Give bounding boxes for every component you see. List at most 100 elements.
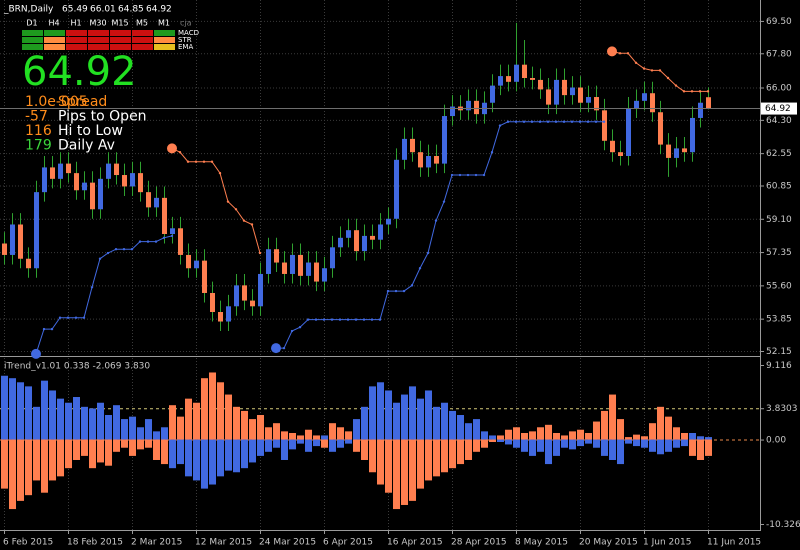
candle-body: [202, 260, 207, 293]
histogram-bar: [337, 427, 344, 440]
stat-value: -57: [25, 109, 48, 125]
histogram-bar: [569, 439, 576, 450]
histogram-bar: [593, 421, 600, 440]
histogram-bar: [561, 435, 568, 440]
histogram-bar: [313, 435, 320, 440]
histogram-bar: [49, 439, 56, 481]
candle-body: [98, 178, 103, 210]
histogram-bar: [473, 439, 480, 452]
x-tick-label: 24 Mar 2015: [259, 538, 316, 548]
candle-body: [26, 258, 31, 269]
histogram-bar: [441, 402, 448, 440]
histogram-bar: [217, 382, 224, 440]
histogram-bar: [249, 439, 256, 463]
timeframe-label: D1: [26, 19, 37, 28]
histogram-bar: [489, 435, 496, 440]
candle-body: [34, 192, 39, 269]
y-tick-label: 3.8303: [766, 404, 798, 414]
candle-body: [282, 262, 287, 274]
histogram-bar: [105, 415, 112, 440]
y-tick-label: 52.15: [766, 347, 792, 357]
histogram-bar: [153, 431, 160, 440]
histogram-bar: [609, 439, 616, 460]
histogram-bar: [625, 439, 632, 444]
histogram-bar: [289, 432, 296, 440]
candle-body: [338, 237, 343, 248]
histogram-bar: [521, 439, 528, 452]
histogram-bar: [689, 432, 696, 440]
histogram-bar: [577, 439, 584, 447]
histogram-bar: [233, 406, 240, 440]
y-tick-label: 69.50: [766, 17, 792, 27]
trend-line: [35, 121, 604, 355]
trend-line: [171, 50, 708, 254]
histogram-bar: [449, 410, 456, 440]
candle-body: [274, 249, 279, 263]
stat-label: Pips to Open: [58, 109, 147, 125]
candle-body: [114, 163, 119, 176]
histogram-bar: [65, 439, 72, 469]
ohlc-high: 66.01: [90, 5, 116, 15]
histogram-bar: [409, 386, 416, 440]
histogram-bar: [377, 439, 384, 485]
histogram-bar: [209, 372, 216, 440]
histogram-bar: [57, 439, 64, 477]
histogram-bar: [345, 431, 352, 440]
histogram-bar: [25, 439, 32, 496]
histogram-bar: [433, 406, 440, 440]
histogram-bar: [513, 439, 520, 448]
candle-body: [690, 117, 695, 153]
histogram-bar: [257, 415, 264, 440]
histogram-bar: [73, 397, 80, 440]
histogram-bar: [193, 402, 200, 440]
histogram-bar: [585, 439, 592, 444]
candle-body: [506, 76, 511, 82]
histogram-bar: [449, 439, 456, 469]
histogram-bar: [665, 416, 672, 440]
candle-body: [146, 192, 151, 208]
histogram-bar: [529, 439, 536, 456]
candle-body: [666, 144, 671, 158]
histogram-bar: [537, 439, 544, 452]
signal-cell: [154, 37, 175, 43]
x-tick-label: 12 Mar 2015: [195, 538, 252, 548]
histogram-bar: [273, 423, 280, 440]
current-price-box: [761, 102, 797, 115]
candle-body: [706, 97, 711, 109]
signal-cell: [22, 37, 43, 43]
y-tick-label: 59.10: [766, 215, 792, 225]
candle-body: [442, 116, 447, 164]
histogram-bar: [625, 437, 632, 440]
histogram-bar: [25, 386, 32, 440]
histogram-bar: [241, 410, 248, 440]
signal-row-label: STR: [178, 36, 192, 44]
histogram-bar: [641, 436, 648, 440]
histogram-bar: [689, 439, 696, 456]
candle-body: [586, 97, 591, 103]
histogram-bar: [577, 429, 584, 440]
candle-body: [266, 249, 271, 274]
candle-body: [2, 243, 7, 255]
histogram-bar: [545, 439, 552, 465]
candle-body: [434, 156, 439, 164]
candle-body: [402, 138, 407, 160]
histogram-bar: [281, 431, 288, 440]
x-tick-label: 6 Apr 2015: [323, 538, 373, 548]
candle-body: [42, 167, 47, 193]
candle-body: [82, 182, 87, 191]
histogram-bar: [169, 439, 176, 469]
candle-body: [618, 152, 623, 157]
candle-body: [570, 87, 575, 96]
candle-body: [578, 87, 583, 103]
histogram-bar: [601, 439, 608, 456]
x-tick-label: 11 Jun 2015: [707, 538, 761, 548]
histogram-bar: [401, 439, 408, 505]
candle-body: [290, 254, 295, 274]
histogram-bar: [201, 439, 208, 489]
candle-body: [562, 79, 567, 96]
histogram-bar: [329, 423, 336, 440]
candle-body: [298, 254, 303, 276]
x-tick-label: 8 May 2015: [515, 538, 568, 548]
histogram-bar: [617, 439, 624, 465]
histogram-bar: [361, 439, 368, 460]
